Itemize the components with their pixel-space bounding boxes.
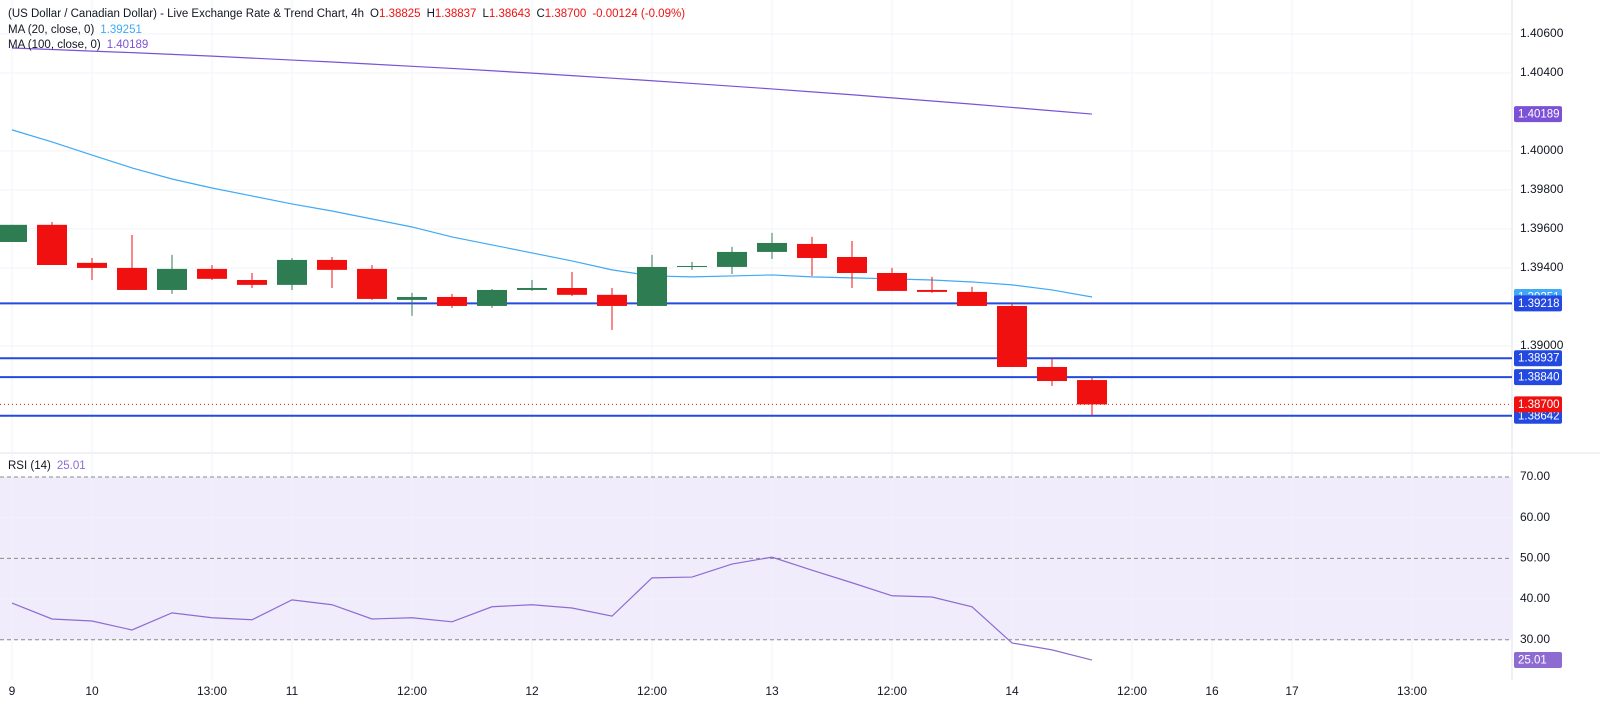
candle-body	[997, 305, 1027, 367]
y-tick-label: 1.40000	[1520, 143, 1564, 157]
candle-body	[437, 296, 467, 306]
chart-title: (US Dollar / Canadian Dollar) - Live Exc…	[8, 8, 364, 20]
y-tick-label: 1.40600	[1520, 26, 1564, 40]
ohlc-key: L	[482, 8, 489, 20]
ohlc-key: C	[536, 8, 544, 20]
candle-body	[197, 268, 227, 279]
ohlc-value: 1.38837	[435, 8, 477, 20]
x-tick-label: 12	[525, 684, 539, 698]
ma-legend: MA (20, close, 0) 1.39251	[8, 24, 142, 36]
price-badge	[1514, 350, 1562, 367]
x-tick-label: 13	[765, 684, 779, 698]
price-badge	[1514, 369, 1562, 386]
candle-body	[597, 294, 627, 306]
x-tick-label: 17	[1285, 684, 1299, 698]
x-tick-label: 13:00	[197, 684, 227, 698]
x-tick-label: 13:00	[1397, 684, 1427, 698]
candle-body	[757, 242, 787, 252]
candle-body	[837, 257, 867, 273]
x-tick-label: 12:00	[397, 684, 427, 698]
candle-body	[357, 268, 387, 299]
y-tick-label: 40.00	[1520, 591, 1550, 605]
ohlc-value: 1.38643	[489, 8, 531, 20]
y-tick-label: 30.00	[1520, 632, 1550, 646]
x-tick-label: 16	[1205, 684, 1219, 698]
ma-name: MA (20, close, 0)	[8, 24, 94, 36]
rsi-legend: RSI (14) 25.01	[8, 460, 86, 472]
candle-body	[637, 266, 667, 306]
candle-body	[877, 272, 907, 291]
candle-body	[917, 289, 947, 292]
price-badge-label: 1.40189	[1518, 109, 1560, 121]
price-badge	[1514, 106, 1562, 123]
ma-name: MA (100, close, 0)	[8, 39, 101, 51]
price-badge	[1514, 652, 1562, 669]
rsi-value: 25.01	[57, 460, 86, 472]
candle-body	[0, 224, 27, 242]
price-badge-label: 1.39218	[1518, 298, 1560, 310]
x-tick-label: 10	[85, 684, 99, 698]
x-tick-label: 12:00	[1117, 684, 1147, 698]
price-badge-label: 25.01	[1518, 655, 1547, 667]
y-tick-label: 50.00	[1520, 551, 1550, 565]
candle-body	[157, 268, 187, 290]
candle-body	[277, 259, 307, 285]
candle-body	[1077, 380, 1107, 405]
y-tick-label: 1.39600	[1520, 221, 1564, 235]
price-badge-label: 1.38700	[1518, 399, 1560, 411]
ohlc-value: 1.38700	[545, 8, 587, 20]
y-tick-label: 1.40400	[1520, 65, 1564, 79]
y-tick-label: 1.39400	[1520, 260, 1564, 274]
candle-body	[237, 280, 267, 285]
candle-body	[37, 224, 67, 265]
ohlc-value: 1.38825	[379, 8, 421, 20]
y-tick-label: 1.39000	[1520, 338, 1564, 352]
price-badge-label: 1.38642	[1518, 410, 1560, 422]
line-series	[11, 47, 1093, 115]
ma-value: 1.40189	[107, 39, 149, 51]
x-tick-label: 14	[1005, 684, 1019, 698]
chart-header: (US Dollar / Canadian Dollar) - Live Exc…	[8, 8, 685, 20]
ohlc-key: O	[370, 8, 379, 20]
line-series	[11, 129, 1093, 298]
ma-legend: MA (100, close, 0) 1.40189	[8, 39, 148, 51]
rsi-name: RSI (14)	[8, 460, 51, 472]
candle-body	[517, 288, 547, 290]
candle-body	[797, 243, 827, 258]
price-badge	[1514, 396, 1562, 413]
ohlc-key: H	[427, 8, 435, 20]
line-series	[11, 556, 1093, 661]
ma-value: 1.39251	[100, 24, 142, 36]
candle-body	[717, 251, 747, 267]
price-badge-label: 1.38840	[1518, 372, 1560, 384]
y-tick-label: 70.00	[1520, 469, 1550, 483]
x-tick-label: 9	[9, 684, 16, 698]
candle-body	[677, 265, 707, 267]
candle-body	[117, 267, 147, 290]
price-badge-label: 1.38937	[1518, 353, 1560, 365]
price-badge	[1514, 295, 1562, 312]
candle-body	[397, 296, 427, 300]
change: -0.00124 (-0.09%)	[592, 8, 685, 20]
y-tick-label: 1.39800	[1520, 182, 1564, 196]
x-tick-label: 11	[286, 684, 299, 698]
x-tick-label: 12:00	[637, 684, 667, 698]
candle-body	[477, 289, 507, 306]
y-tick-label: 60.00	[1520, 510, 1550, 524]
candle-body	[557, 288, 587, 295]
candle-body	[1037, 366, 1067, 382]
candle-body	[77, 262, 107, 268]
candle-body	[957, 291, 987, 306]
x-tick-label: 12:00	[877, 684, 907, 698]
candle-body	[317, 259, 347, 270]
